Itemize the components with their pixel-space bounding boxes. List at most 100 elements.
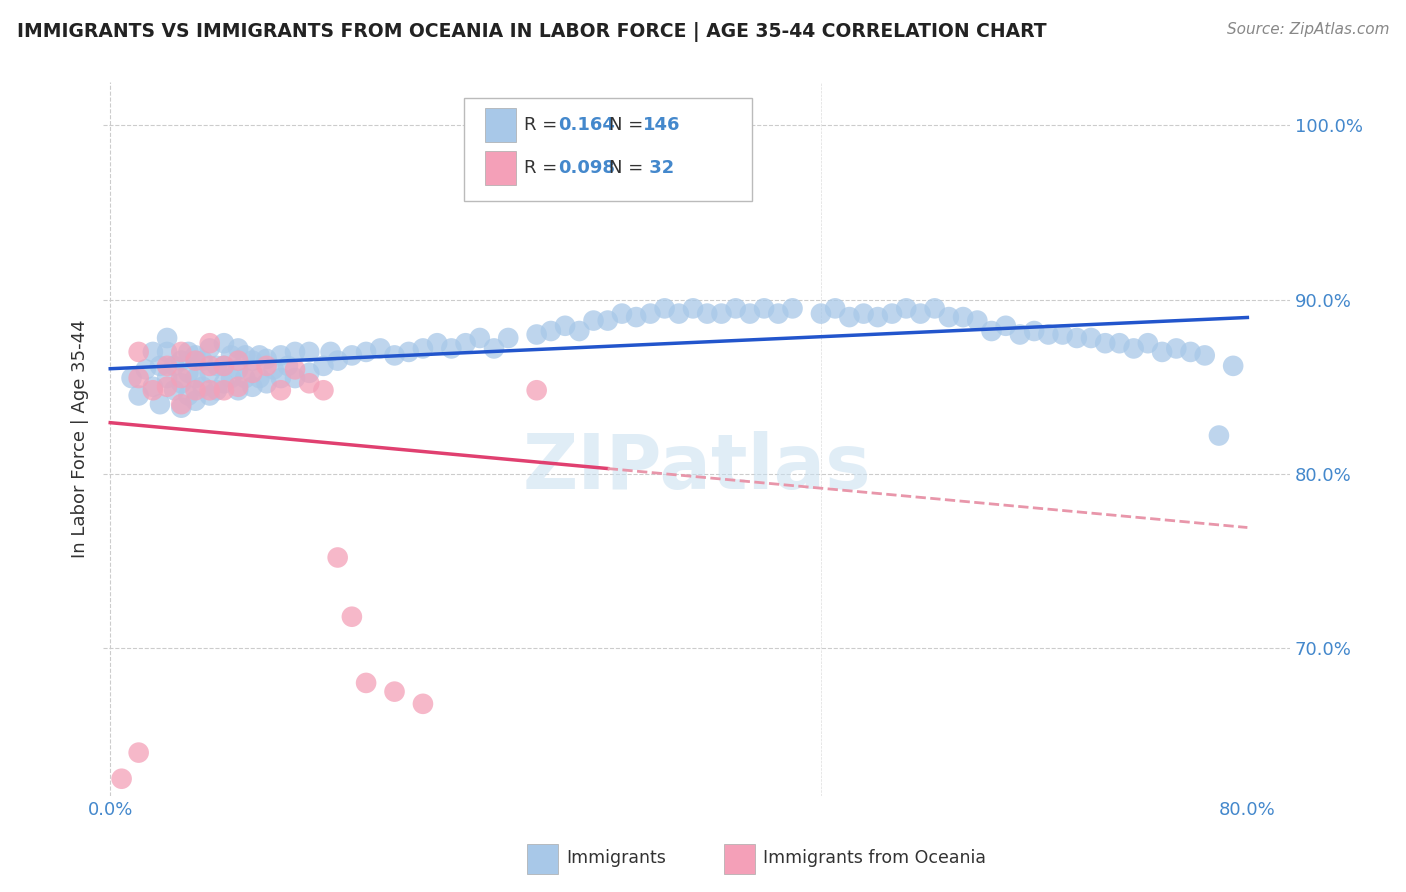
- Point: [256, 376, 278, 391]
- Point: [256, 351, 278, 366]
- Point: [163, 359, 186, 373]
- Point: [896, 301, 918, 316]
- Point: [156, 345, 179, 359]
- Point: [1222, 359, 1244, 373]
- Point: [710, 307, 733, 321]
- Point: [1024, 324, 1046, 338]
- Point: [198, 359, 221, 373]
- Point: [198, 336, 221, 351]
- Point: [170, 376, 193, 391]
- Point: [128, 371, 150, 385]
- Point: [156, 380, 179, 394]
- Point: [177, 388, 200, 402]
- Point: [233, 348, 256, 362]
- Point: [1008, 327, 1031, 342]
- Text: Immigrants: Immigrants: [567, 849, 666, 867]
- Point: [1066, 331, 1088, 345]
- Point: [640, 307, 662, 321]
- Point: [482, 342, 505, 356]
- Point: [880, 307, 903, 321]
- Point: [198, 384, 221, 398]
- Point: [284, 345, 307, 359]
- Point: [1094, 336, 1116, 351]
- Point: [610, 307, 633, 321]
- Point: [1180, 345, 1202, 359]
- Point: [810, 307, 832, 321]
- Point: [184, 393, 207, 408]
- Point: [142, 384, 165, 398]
- Point: [226, 380, 249, 394]
- Point: [384, 684, 406, 698]
- Point: [226, 362, 249, 376]
- Point: [242, 353, 264, 368]
- Point: [270, 348, 292, 362]
- Point: [205, 359, 228, 373]
- Point: [1208, 428, 1230, 442]
- Text: Immigrants from Oceania: Immigrants from Oceania: [763, 849, 987, 867]
- Point: [1080, 331, 1102, 345]
- Point: [1122, 342, 1144, 356]
- Point: [340, 348, 363, 362]
- Point: [1152, 345, 1174, 359]
- Point: [149, 359, 172, 373]
- Point: [149, 397, 172, 411]
- Point: [277, 359, 299, 373]
- Point: [526, 384, 548, 398]
- Point: [440, 342, 463, 356]
- Point: [994, 318, 1017, 333]
- Point: [866, 310, 889, 324]
- Text: R =: R =: [524, 116, 564, 134]
- Point: [212, 359, 235, 373]
- Text: N =: N =: [609, 159, 648, 177]
- Text: N =: N =: [609, 116, 648, 134]
- Point: [170, 397, 193, 411]
- Text: IMMIGRANTS VS IMMIGRANTS FROM OCEANIA IN LABOR FORCE | AGE 35-44 CORRELATION CHA: IMMIGRANTS VS IMMIGRANTS FROM OCEANIA IN…: [17, 22, 1046, 42]
- Point: [354, 345, 377, 359]
- Point: [752, 301, 775, 316]
- Point: [852, 307, 875, 321]
- Point: [398, 345, 420, 359]
- Point: [624, 310, 647, 324]
- Point: [284, 362, 307, 376]
- Point: [156, 371, 179, 385]
- Point: [596, 313, 619, 327]
- Point: [582, 313, 605, 327]
- Point: [198, 366, 221, 380]
- Point: [924, 301, 946, 316]
- Point: [326, 550, 349, 565]
- Point: [191, 353, 214, 368]
- Point: [156, 359, 179, 373]
- Point: [426, 336, 449, 351]
- Point: [568, 324, 591, 338]
- Point: [249, 348, 271, 362]
- Point: [270, 371, 292, 385]
- Point: [198, 388, 221, 402]
- Point: [142, 380, 165, 394]
- Point: [1136, 336, 1159, 351]
- Text: 0.098: 0.098: [558, 159, 616, 177]
- Point: [1108, 336, 1130, 351]
- Point: [205, 384, 228, 398]
- Point: [340, 609, 363, 624]
- Point: [121, 371, 143, 385]
- Point: [177, 345, 200, 359]
- Point: [384, 348, 406, 362]
- Point: [177, 366, 200, 380]
- Text: ZIPatlas: ZIPatlas: [522, 431, 870, 505]
- Point: [184, 348, 207, 362]
- Point: [242, 366, 264, 380]
- Point: [554, 318, 576, 333]
- Point: [226, 342, 249, 356]
- Text: Source: ZipAtlas.com: Source: ZipAtlas.com: [1226, 22, 1389, 37]
- Point: [135, 362, 157, 376]
- Point: [163, 384, 186, 398]
- Point: [738, 307, 761, 321]
- Point: [226, 353, 249, 368]
- Point: [170, 371, 193, 385]
- Point: [226, 384, 249, 398]
- Point: [298, 376, 321, 391]
- Point: [219, 348, 242, 362]
- Point: [219, 371, 242, 385]
- Point: [142, 345, 165, 359]
- Point: [326, 353, 349, 368]
